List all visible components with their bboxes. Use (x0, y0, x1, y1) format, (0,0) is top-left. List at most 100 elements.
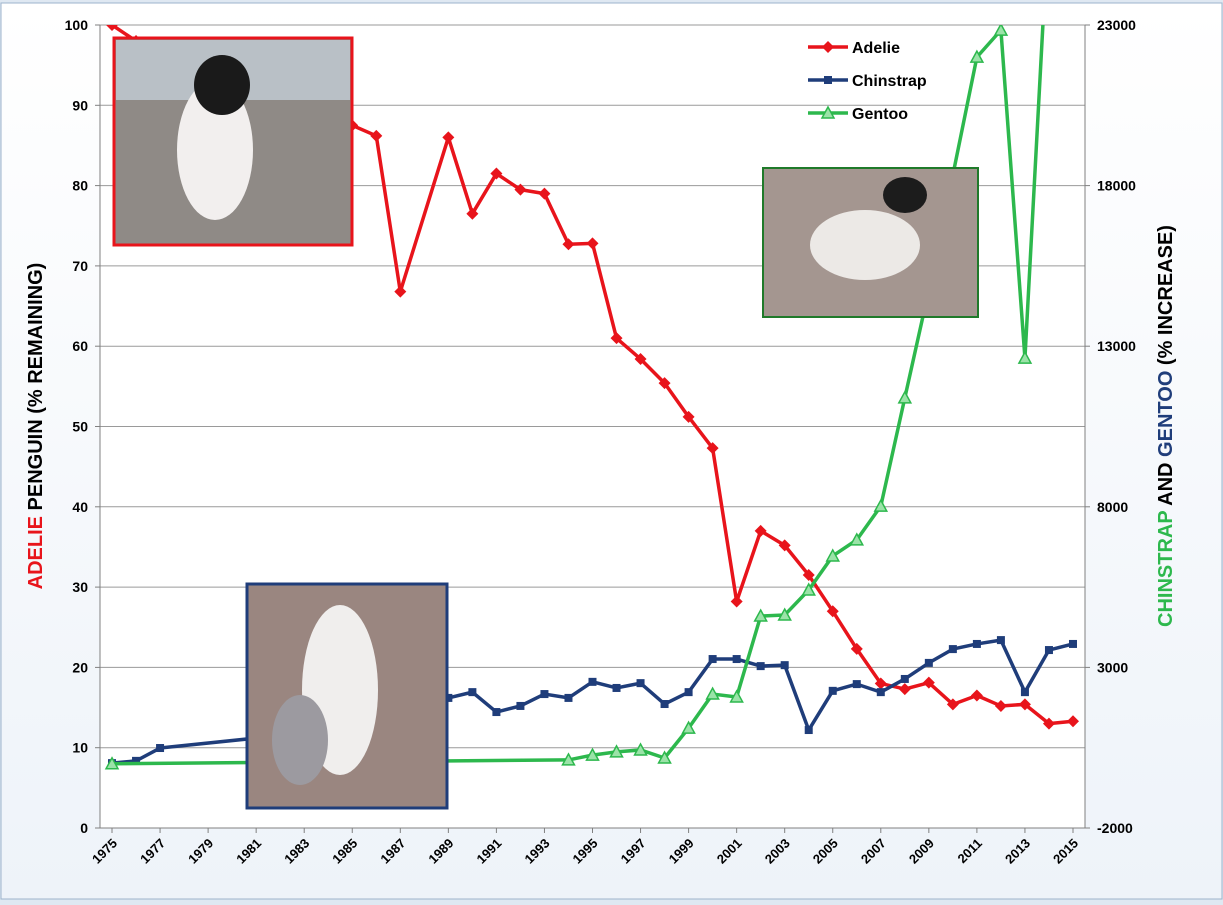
point (370, 129, 383, 142)
point (609, 744, 624, 758)
point (972, 639, 981, 648)
photo-chick (272, 695, 328, 785)
point (822, 41, 834, 53)
point (1018, 698, 1031, 711)
point (993, 25, 1009, 36)
point (1042, 717, 1055, 730)
point (756, 662, 765, 671)
y-tick-label: 70 (72, 258, 88, 274)
point (585, 747, 600, 761)
legend: Adelie Chinstrap Gentoo (808, 40, 927, 123)
point (754, 524, 767, 537)
axis-label-part: PENGUIN (% REMAINING) (25, 263, 47, 516)
point (586, 237, 599, 250)
point (658, 377, 671, 390)
point (540, 690, 549, 699)
point (1017, 350, 1033, 364)
point (610, 332, 623, 345)
point (156, 744, 165, 753)
y2-tick-label: 18000 (1097, 178, 1136, 194)
point (970, 689, 983, 702)
y-tick-label: 10 (72, 740, 88, 756)
y-tick-label: 100 (65, 17, 89, 33)
y-tick-label: 60 (72, 338, 88, 354)
point (825, 548, 841, 562)
point (708, 655, 717, 664)
y-tick-label: 20 (72, 659, 88, 675)
point (730, 595, 743, 608)
point (394, 285, 407, 298)
point (682, 410, 695, 423)
y2-tick-label: 8000 (1097, 499, 1128, 515)
photo-penguin (810, 210, 920, 280)
point (876, 688, 885, 697)
point (466, 207, 479, 220)
legend-label: Chinstrap (852, 73, 927, 90)
point (562, 238, 575, 251)
point (681, 720, 696, 734)
photos (112, 36, 979, 810)
axis-label-part: ADELIE (25, 516, 47, 589)
point (802, 569, 815, 582)
point (922, 676, 935, 689)
point (468, 688, 477, 697)
point (969, 49, 985, 63)
point (824, 76, 832, 84)
point (633, 742, 648, 756)
point (561, 752, 576, 766)
y2-tick-label: 23000 (1097, 17, 1136, 33)
photo-penguin-head (194, 55, 250, 115)
y-tick-label: 0 (80, 820, 88, 836)
point (874, 677, 887, 690)
series-line (111, 25, 1074, 726)
point (684, 688, 693, 697)
point (828, 686, 837, 695)
axis-label-part: CHINSTRAP (1155, 511, 1177, 627)
point (777, 607, 792, 621)
point (850, 642, 863, 655)
point (1020, 688, 1029, 697)
legend-label: Gentoo (852, 106, 908, 123)
point (705, 686, 720, 700)
point (852, 680, 861, 689)
point (636, 679, 645, 688)
point (706, 442, 719, 455)
point (538, 187, 551, 200)
point (442, 131, 455, 144)
point (564, 693, 573, 702)
y-axis-label: ADELIE PENGUIN (% REMAINING) (25, 263, 47, 590)
point (634, 353, 647, 366)
point (849, 532, 865, 546)
point (516, 701, 525, 710)
point (778, 539, 791, 552)
point (946, 698, 959, 711)
point (106, 25, 119, 31)
point (900, 674, 909, 683)
point (804, 726, 813, 735)
y-tick-label: 90 (72, 97, 88, 113)
point (1044, 646, 1053, 655)
point (660, 700, 669, 709)
point (801, 582, 816, 596)
point (588, 677, 597, 686)
legend-label: Adelie (852, 40, 900, 57)
y-tick-label: 50 (72, 419, 88, 435)
point (897, 390, 913, 404)
y-tick-label: 80 (72, 178, 88, 194)
y2-axis-label: CHINSTRAP AND GENTOO (% INCREASE) (1155, 225, 1177, 627)
point (657, 750, 672, 764)
point (820, 105, 836, 119)
point (490, 167, 503, 180)
point (1066, 715, 1079, 728)
y2-tick-label: -2000 (1097, 820, 1133, 836)
axis-label-part: GENTOO (1155, 371, 1177, 457)
series-line (111, 25, 1045, 766)
point (732, 655, 741, 664)
point (994, 699, 1007, 712)
y-tick-label: 30 (72, 579, 88, 595)
point (996, 636, 1005, 645)
point (729, 689, 744, 703)
point (753, 608, 768, 622)
